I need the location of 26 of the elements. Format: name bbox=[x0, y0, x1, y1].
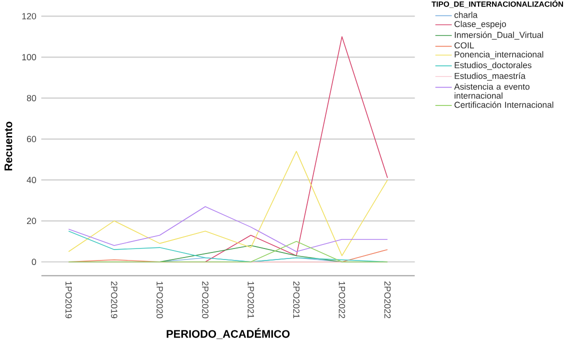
y-tick-label: 20 bbox=[27, 218, 36, 224]
x-tick-label: 1PO2021 bbox=[248, 282, 254, 318]
legend-label: Clase_espejo bbox=[454, 20, 506, 29]
legend-label: Estudios_doctorales bbox=[454, 62, 532, 70]
y-tick-label: 0 bbox=[32, 258, 36, 266]
x-tick-label: 2PO2021 bbox=[293, 282, 300, 318]
y-tick-label: 120 bbox=[22, 13, 36, 20]
x-tick-label: 1PO2019 bbox=[65, 282, 72, 318]
x-axis-title: PERIODO_ACADÉMICO bbox=[166, 328, 290, 340]
x-tick-label: 2PO2022 bbox=[384, 282, 391, 318]
y-tick-label: 100 bbox=[22, 54, 36, 60]
legend-label: COIL bbox=[454, 42, 474, 49]
y-tick-label: 60 bbox=[27, 136, 36, 142]
x-tick-label: 2PO2020 bbox=[202, 282, 208, 318]
x-tick-label: 2PO2019 bbox=[111, 282, 118, 318]
legend-label: charla bbox=[454, 12, 478, 18]
legend-label: Certificación Internacional bbox=[454, 102, 554, 108]
legend-label: Asistencia a evento internacional bbox=[454, 84, 530, 99]
legend-label: Ponencia_internacional bbox=[454, 51, 544, 60]
legend-label: Inmersión_Dual_Virtual bbox=[454, 32, 543, 40]
y-tick-label: 40 bbox=[26, 177, 36, 184]
y-axis-title: Recuento bbox=[4, 122, 12, 171]
legend-label: Estudios_maestría bbox=[454, 72, 526, 81]
x-tick-label: 1PO2022 bbox=[338, 282, 346, 318]
x-tick-label: 1PO2020 bbox=[156, 282, 163, 318]
y-tick-label: 80 bbox=[26, 95, 36, 102]
